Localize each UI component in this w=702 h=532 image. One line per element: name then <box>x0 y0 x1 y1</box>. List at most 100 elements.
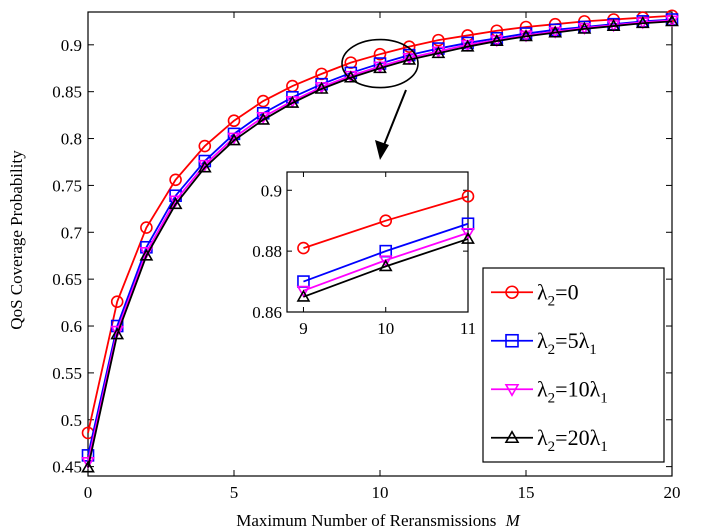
legend-box <box>482 267 665 463</box>
y-tick-label: 0.85 <box>52 83 82 102</box>
inset-data-point <box>297 241 310 255</box>
data-point <box>110 327 125 340</box>
zoom-annotation <box>341 38 419 160</box>
series-line <box>87 20 673 468</box>
inset-series-line <box>303 195 469 249</box>
legend-marker <box>505 333 519 348</box>
data-point <box>256 94 270 108</box>
inset-series-0 <box>297 190 475 255</box>
legend-label: λ2=10λ1 <box>537 376 608 406</box>
data-point <box>373 47 387 61</box>
main-plot-area: 0 5 10 15 20 0.45 0.5 0.55 0.6 0.65 0.7 0.75 0.8 0.85… <box>52 9 681 502</box>
x-axis-label-text: Maximum Number of Reransmissions <box>236 511 496 530</box>
zoom-ellipse <box>341 38 419 89</box>
y-tick-label: 0.9 <box>61 36 82 55</box>
data-point <box>198 139 212 153</box>
data-point <box>548 25 563 38</box>
data-point <box>227 133 241 146</box>
y-tick-label: 0.65 <box>52 270 82 289</box>
data-point <box>665 14 679 27</box>
x-tick-label: 10 <box>372 483 389 502</box>
x-tick-label: 0 <box>84 483 93 502</box>
y-axis-label: QoS Coverage Probability <box>7 150 26 330</box>
inset-data-point <box>296 289 311 302</box>
inset-x-tick-label: 9 <box>299 319 308 338</box>
y-tick-label: 0.45 <box>52 458 82 477</box>
data-point <box>431 46 446 59</box>
legend: λ2=0 λ2=5λ1 λ2=10λ1 λ2=20λ1 <box>482 267 665 463</box>
y-tick-label: 0.5 <box>61 411 82 430</box>
inset-y-tick-label: 0.88 <box>252 242 282 261</box>
data-point <box>460 39 475 52</box>
series-line <box>87 19 673 463</box>
y-tick-label: 0.6 <box>61 317 82 336</box>
inset-series-line <box>303 222 469 283</box>
x-axis-label-variable: M <box>505 511 521 530</box>
x-tick-label: 20 <box>664 483 681 502</box>
data-point <box>519 29 533 42</box>
inset-data-point <box>461 190 475 203</box>
y-tick-label: 0.55 <box>52 364 82 383</box>
data-point <box>314 81 329 94</box>
inset-data-point <box>461 227 475 240</box>
data-point <box>606 18 621 31</box>
data-point <box>168 197 183 210</box>
data-point <box>197 160 212 173</box>
inset-data-point <box>379 214 393 227</box>
legend-label: λ2=20λ1 <box>537 425 608 455</box>
inset-x-tick-label: 10 <box>377 319 394 338</box>
data-point <box>81 457 95 470</box>
data-point <box>432 33 445 47</box>
data-point <box>519 27 533 40</box>
zoom-arrow-line <box>381 89 407 151</box>
data-point <box>110 295 124 308</box>
data-point <box>577 21 592 34</box>
legend-entry-2: λ2=10λ1 <box>491 376 608 406</box>
inset-data-point <box>461 231 475 244</box>
legend-marker <box>504 430 520 444</box>
y-tick-label: 0.7 <box>61 223 83 242</box>
x-axis-label: Maximum Number of Reransmissions M <box>236 511 520 530</box>
data-point <box>402 40 416 53</box>
x-tick-label: 15 <box>518 483 535 502</box>
data-point <box>139 248 154 261</box>
inset-y-tick-label: 0.86 <box>252 303 282 322</box>
series-3 <box>81 14 679 473</box>
inset-data-point <box>378 255 393 268</box>
data-point <box>81 460 95 473</box>
data-point <box>489 33 504 46</box>
inset-data-point <box>296 285 311 298</box>
data-point <box>548 23 562 37</box>
data-point <box>519 20 533 34</box>
inset-data-point <box>378 259 393 272</box>
legend-entry-3: λ2=20λ1 <box>491 425 608 455</box>
data-point <box>373 61 387 74</box>
legend-marker <box>504 383 520 397</box>
inset-x-tick-label: 11 <box>460 319 476 338</box>
inset-series-3 <box>296 231 475 302</box>
data-point <box>285 95 300 108</box>
legend-marker <box>505 285 519 300</box>
y-tick-label: 0.75 <box>52 176 82 195</box>
data-point <box>256 112 271 125</box>
inset-y-tick-label: 0.9 <box>261 181 282 200</box>
inset-series-line <box>303 238 469 298</box>
legend-entry-1: λ2=5λ1 <box>491 328 597 358</box>
data-point <box>140 221 153 234</box>
y-tick-label: 0.8 <box>61 130 82 149</box>
data-point <box>490 31 504 45</box>
legend-label: λ2=0 <box>537 279 579 309</box>
data-point <box>227 114 241 128</box>
legend-label: λ2=5λ1 <box>537 328 597 358</box>
data-point <box>402 52 417 65</box>
data-point <box>635 16 650 29</box>
legend-entry-0: λ2=0 <box>491 279 579 309</box>
series-line <box>87 14 673 434</box>
inset-plot-area: 9 10 11 0.86 0.88 0.9 <box>252 171 476 338</box>
data-point <box>110 325 125 338</box>
data-point <box>461 36 474 50</box>
x-tick-label: 5 <box>230 483 239 502</box>
data-point <box>169 173 182 187</box>
zoom-arrow-head <box>375 140 389 160</box>
